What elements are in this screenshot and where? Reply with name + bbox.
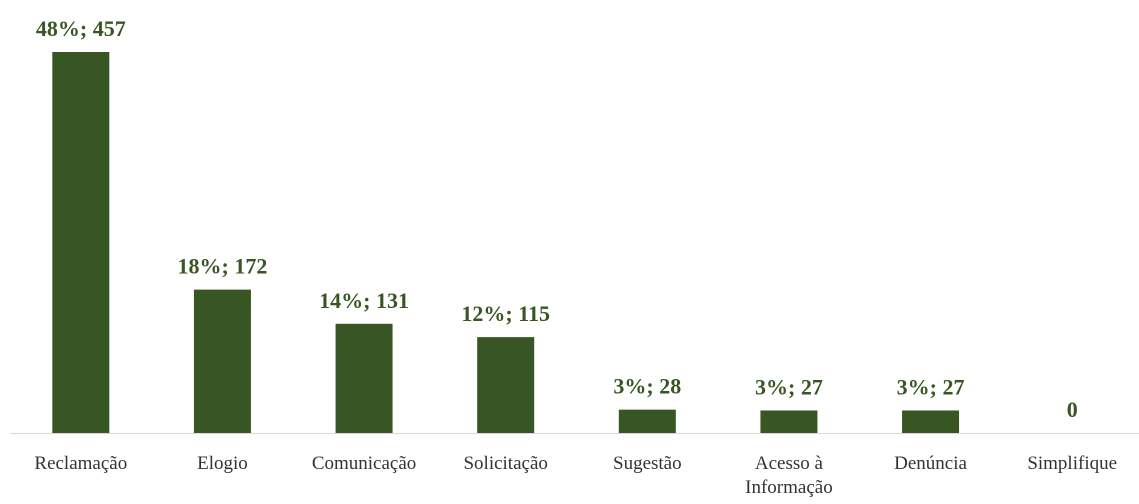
- x-tick-label: Elogio: [197, 453, 248, 474]
- bar: [902, 410, 960, 433]
- bar: [52, 52, 110, 433]
- x-tick-label: Sugestão: [613, 453, 682, 474]
- bar: [618, 409, 676, 433]
- bar: [335, 323, 393, 433]
- bar: [193, 289, 251, 433]
- x-tick-label: Reclamação: [34, 453, 128, 474]
- bar: [760, 410, 818, 433]
- data-label: 0: [1067, 397, 1078, 422]
- x-tick-label: Simplifique: [1027, 453, 1118, 474]
- x-tick-label: Denúncia: [894, 453, 967, 474]
- data-label: 14%; 131: [319, 288, 409, 313]
- x-tick-label: Acesso à Informação: [745, 453, 833, 498]
- data-label: 3%; 27: [897, 374, 965, 399]
- data-label: 48%; 457: [36, 16, 126, 41]
- x-tick-label: Solicitação: [463, 453, 548, 474]
- bar: [477, 337, 535, 433]
- data-label: 18%; 172: [178, 254, 268, 279]
- data-label: 12%; 115: [461, 301, 550, 326]
- data-label: 3%; 28: [613, 374, 681, 399]
- data-label: 3%; 27: [755, 374, 823, 399]
- x-tick-label: Comunicação: [311, 453, 417, 474]
